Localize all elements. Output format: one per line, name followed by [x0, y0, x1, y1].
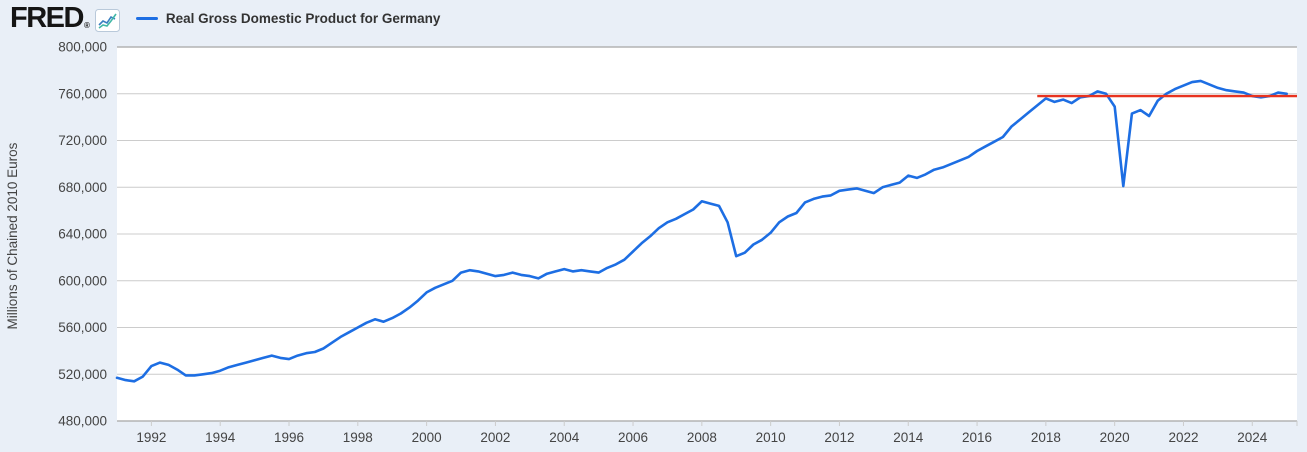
x-tick-label: 2000	[412, 430, 442, 445]
x-tick-label: 2008	[687, 430, 717, 445]
fred-logo-text: FRED	[10, 1, 84, 34]
x-tick-label: 1998	[343, 430, 373, 445]
sparkline-chart-icon	[94, 8, 120, 32]
x-tick-label: 2002	[480, 430, 510, 445]
y-tick-label: 600,000	[58, 273, 107, 288]
header: FRED ® Real Gross Domestic Product for Ge…	[0, 0, 1307, 36]
x-tick-label: 1994	[205, 430, 236, 445]
y-tick-label: 720,000	[58, 133, 107, 148]
y-tick-label: 640,000	[58, 227, 107, 242]
y-tick-label: 520,000	[58, 367, 107, 382]
x-tick-label: 1996	[274, 430, 304, 445]
y-tick-label: 480,000	[58, 414, 107, 429]
x-tick-label: 1992	[136, 430, 166, 445]
x-tick-label: 2004	[549, 430, 580, 445]
y-tick-label: 800,000	[58, 40, 107, 55]
gdp-series-line[interactable]	[115, 79, 1288, 383]
chart-legend: Real Gross Domestic Product for Germany	[135, 10, 441, 26]
x-tick-label: 2012	[824, 430, 854, 445]
legend-series-label: Real Gross Domestic Product for Germany	[165, 10, 441, 26]
x-tick-label: 2022	[1168, 430, 1198, 445]
x-tick-label: 2014	[893, 430, 924, 445]
y-tick-label: 680,000	[58, 180, 107, 195]
registered-mark: ®	[83, 20, 90, 30]
x-tick-label: 2006	[618, 430, 648, 445]
x-tick-label: 2016	[962, 430, 992, 445]
y-tick-label: 560,000	[58, 320, 107, 335]
y-tick-label: 760,000	[58, 86, 107, 101]
legend-line-swatch	[135, 16, 158, 20]
y-axis-title: Millions of Chained 2010 Euros	[5, 142, 20, 330]
x-tick-label: 2010	[756, 430, 786, 445]
x-tick-label: 2024	[1237, 430, 1268, 445]
x-tick-label: 2020	[1100, 430, 1130, 445]
x-tick-label: 2018	[1031, 430, 1061, 445]
fred-logo[interactable]: FRED ®	[10, 1, 120, 34]
